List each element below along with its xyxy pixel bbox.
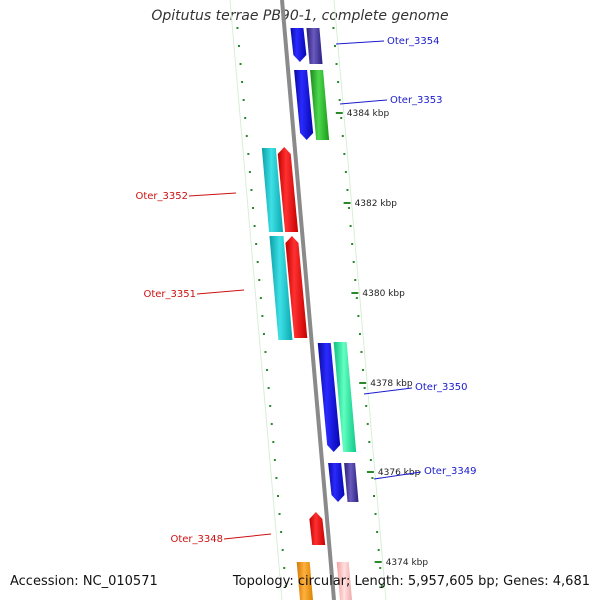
lane-edge-left [229,0,283,600]
scale-label: 4378 kbp [370,379,413,389]
map-title: Opitutus terrae PB90-1, complete genome [151,8,449,24]
band-purple-3354[interactable] [306,28,323,64]
gene-leader-line [339,99,388,105]
cds-oter-3351[interactable] [285,236,308,338]
band-green-3353[interactable] [310,70,330,140]
gene-label[interactable]: Oter_3351 [143,289,196,300]
gene-leader-line [223,533,272,540]
label-layer: 4384 kbp 4382 kbp 4380 kbp 4378 kbp 4376 kbp… [135,36,476,568]
scale-label: 4382 kbp [355,199,398,209]
gene-label[interactable]: Oter_3353 [390,95,443,106]
cds-oter-3352[interactable] [277,147,299,232]
cds-oter-3353[interactable] [294,70,314,140]
scale-label: 4380 kbp [362,289,405,299]
band-mint-3350[interactable] [333,342,357,452]
gene-leader-line [335,40,385,45]
gene-label[interactable]: Oter_3354 [387,36,440,47]
scale-label: 4376 kbp [378,468,421,478]
scale-label: 4384 kbp [347,109,390,119]
band-cyan-3352[interactable] [261,148,284,232]
gene-label[interactable]: Oter_3348 [170,534,223,545]
band-purple-3349[interactable] [344,463,359,502]
gene-leader-line [373,471,422,480]
cds-oter-3350[interactable] [317,343,341,452]
minor-ticks [229,0,387,600]
gene-label[interactable]: Oter_3352 [135,191,188,202]
gene-leader-line [188,192,237,197]
scale-label: 4374 kbp [386,558,429,568]
lane-edge-right [333,0,387,600]
cds-oter-3348[interactable] [309,512,326,545]
band-cyan-3351[interactable] [269,236,293,340]
gene-label[interactable]: Oter_3350 [415,382,468,393]
band-orange[interactable] [296,562,313,600]
gene-leader-line [196,289,245,295]
topology-summary: Topology: circular; Length: 5,957,605 bp… [232,574,590,589]
cds-oter-3354[interactable] [290,28,307,62]
accession-label: Accession: NC_010571 [10,574,158,589]
gene-label[interactable]: Oter_3349 [424,466,477,477]
feature-layer [261,28,359,600]
genome-backbone [280,0,336,600]
gene-leader-line [363,387,413,395]
band-pink[interactable] [336,562,352,600]
cds-oter-3349[interactable] [328,463,345,502]
